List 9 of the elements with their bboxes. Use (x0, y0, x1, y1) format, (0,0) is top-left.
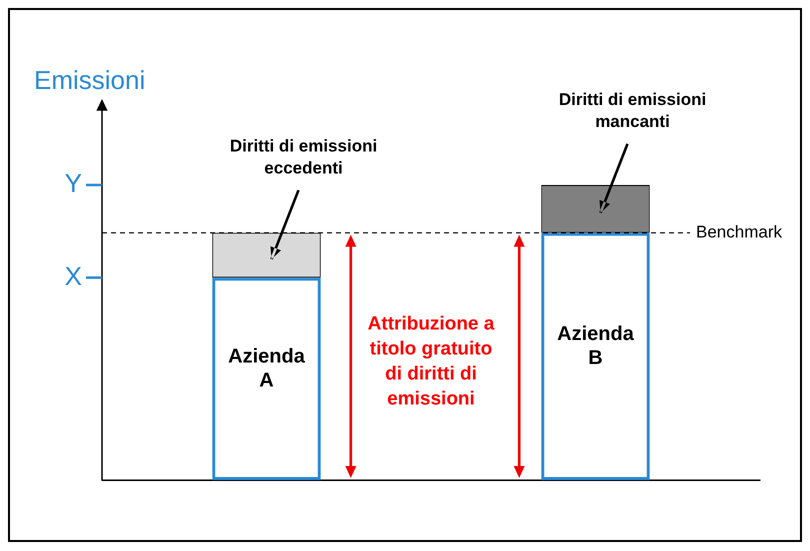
x-tick-label: Azienda B (557, 322, 635, 369)
ref-line-label: Y (64, 168, 82, 198)
ref-line-label: X (64, 260, 82, 291)
x-tick-label: Azienda A (228, 345, 306, 392)
ref-line-label: Benchmark (696, 222, 782, 242)
y-axis-title: Emissioni (34, 65, 146, 96)
text: Diritti di emissioni eccedenti (230, 136, 378, 178)
text: Diritti di emissioni mancanti (558, 90, 706, 132)
annotation: Attribuzione a titolo gratuito di diritti di emissioni (368, 314, 495, 410)
